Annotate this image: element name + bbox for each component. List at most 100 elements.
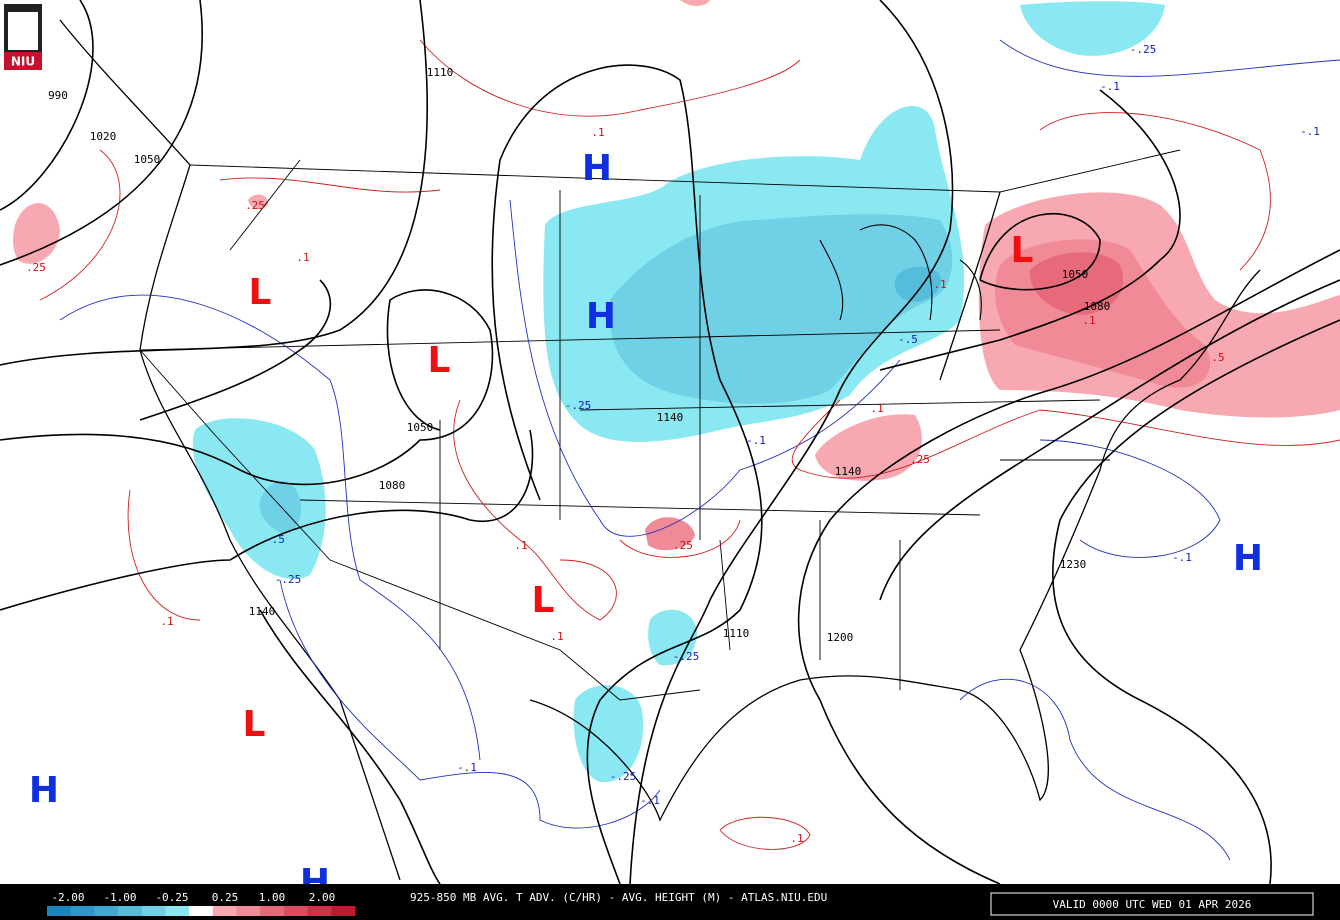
advection-label: -.25 [610,770,637,783]
neg-contour [59,294,481,761]
legend-swatch [47,906,72,916]
logo-text: NIU [11,55,35,69]
legend-label: 1.00 [259,891,286,904]
logo-tower [8,12,38,50]
height-label: 1110 [427,66,454,79]
height-label: 1110 [723,627,750,640]
warm-advection [248,194,269,210]
pos-contour [719,112,1271,850]
height-label: 1140 [249,605,276,618]
legend-label: -0.25 [155,891,188,904]
advection-label: .5 [1211,351,1224,364]
high-center: H [586,296,616,337]
low-center: L [532,580,555,621]
low-center: L [243,704,266,745]
advection-label: .1 [296,251,309,264]
legend-label: -1.00 [103,891,136,904]
advection-label: .25 [245,199,265,212]
legend: -2.00 -1.00 -0.25 0.25 1.00 2.00 [47,891,356,916]
height-contour [0,0,94,211]
low-center: L [428,340,451,381]
legend-swatch [189,906,214,916]
advection-label: .1 [790,832,803,845]
boundaries [59,19,1261,881]
high-center: H [29,770,59,811]
height-contour [0,0,428,366]
height-contour [879,89,1181,371]
advection-label: .1 [550,630,563,643]
legend-swatch [260,906,285,916]
height-label: 1140 [657,411,684,424]
advection-label: .1 [933,278,946,291]
advection-label: -.1 [1172,551,1192,564]
height-label: 1050 [134,153,161,166]
advection-label: -.25 [1130,43,1157,56]
height-contour [491,64,763,885]
height-contour [0,0,203,266]
warm-advection [815,414,922,481]
advection-label: .25 [673,539,693,552]
pos-contour [453,399,1340,621]
low-center: L [1011,230,1034,271]
high-center: H [1233,538,1263,579]
advection-label: .1 [514,539,527,552]
advection-label: .1 [870,402,883,415]
pos-contour [39,39,801,621]
cold-advection [1020,1,1165,56]
height-label: 990 [48,89,68,102]
advection-label: -.1 [640,794,660,807]
advection-label: -.5 [265,533,285,546]
warm-advection [645,517,695,551]
advection-label: -.25 [275,573,302,586]
height-contour [0,289,494,486]
height-contours [0,0,1340,885]
height-contour [1052,319,1340,885]
map-title: 925-850 MB AVG. T ADV. (C/HR) - AVG. HEI… [410,891,827,904]
height-label: 1140 [835,465,862,478]
legend-swatch [331,906,356,916]
legend-swatch [165,906,190,916]
advection-label: .25 [910,453,930,466]
advection-label: -.1 [746,434,766,447]
legend-swatch [94,906,119,916]
warm-advection [680,0,710,6]
high-center: H [582,148,612,189]
height-label: 1080 [379,479,406,492]
legend-label: -2.00 [51,891,84,904]
advection-label: .25 [26,261,46,274]
advection-label: -.25 [565,399,592,412]
height-contour [797,249,1340,885]
cold-advection [192,418,326,579]
height-contour [879,279,1340,601]
valid-box [990,892,1314,916]
coastline [59,19,1261,881]
neg-contour [999,39,1340,558]
legend-swatch [141,906,166,916]
legend-swatch [212,906,238,916]
advection-label: -.1 [457,761,477,774]
logo: NIU [4,4,42,70]
legend-swatch [283,906,309,916]
advection-label: -.25 [673,650,700,663]
warm-advection [1029,252,1124,315]
advection-label: -.1 [1100,80,1120,93]
height-contour [139,279,441,885]
height-contour [629,0,954,885]
advection-label: -.5 [898,333,918,346]
height-contour [0,429,534,611]
logo-band [4,52,42,70]
height-label: 1050 [407,421,434,434]
warm-advection [13,203,60,264]
height-label: 1080 [1084,300,1111,313]
legend-swatch [236,906,261,916]
legend-swatch [307,906,332,916]
legend-swatch [70,906,95,916]
legend-swatch [118,906,143,916]
advection-label: .1 [591,126,604,139]
height-label: 1020 [90,130,117,143]
legend-label: 2.00 [309,891,336,904]
height-label: 1200 [827,631,854,644]
height-label: 1230 [1060,558,1087,571]
